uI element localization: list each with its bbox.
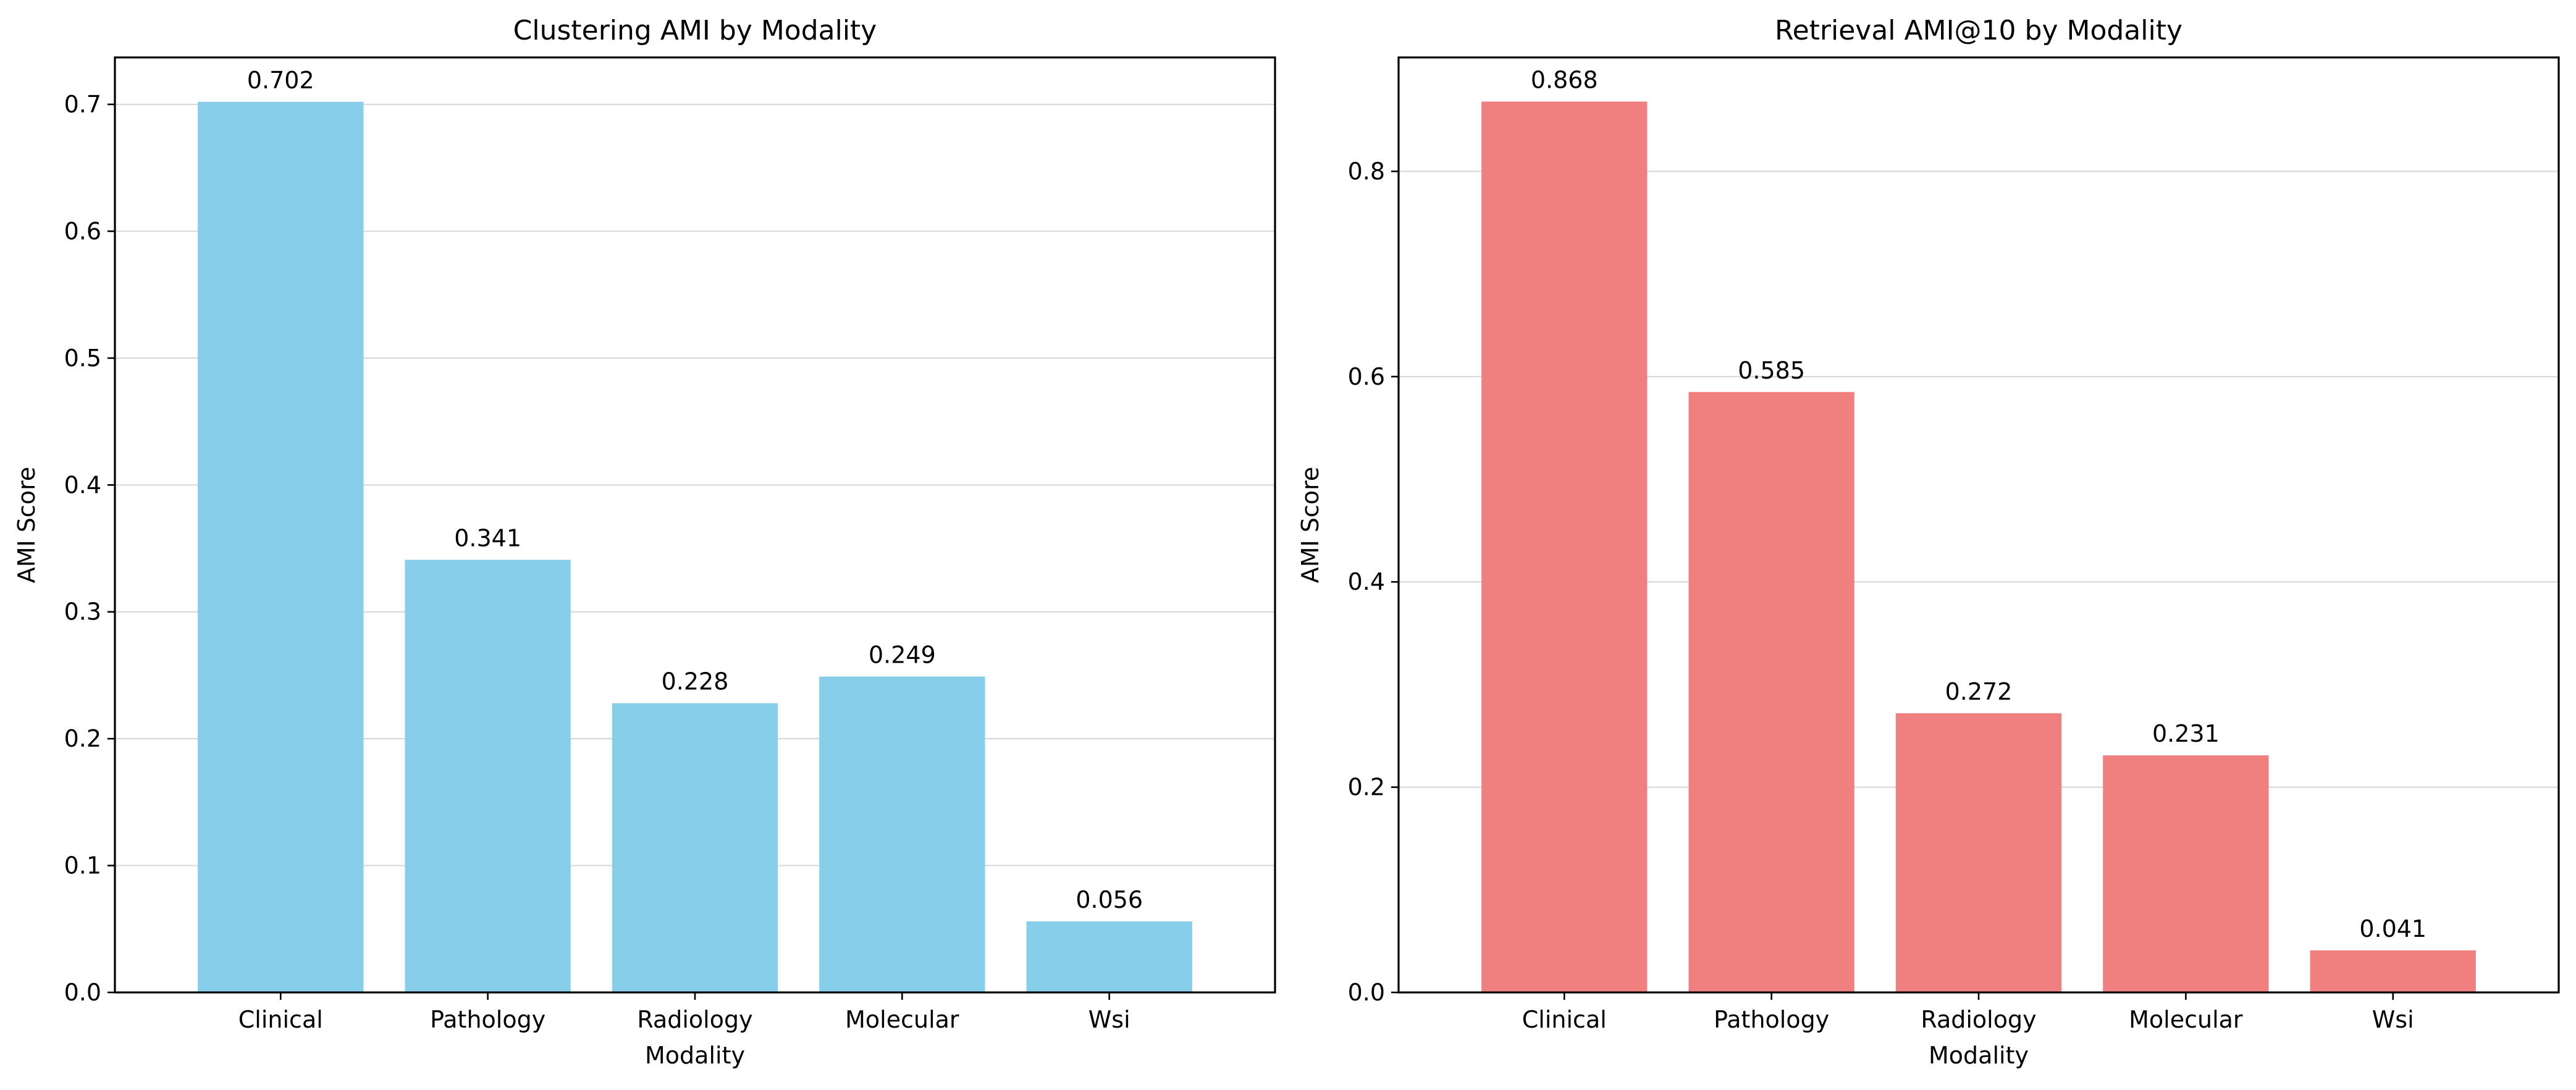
bar-value-labels: 0.868 0.585 0.272 0.231 0.041 (1531, 66, 2427, 942)
bar-wsi (1026, 921, 1192, 992)
bar-clinical (198, 101, 364, 992)
x-tick-label: Radiology (637, 1006, 752, 1033)
bar-value-label: 0.272 (1945, 678, 2013, 705)
bar-value-label: 0.056 (1075, 886, 1143, 913)
x-axis-ticks: Clinical Pathology Radiology Molecular Wsi (1522, 992, 2414, 1033)
bar-pathology (1688, 392, 1854, 992)
y-tick-label: 0.0 (64, 979, 101, 1006)
x-tick-label: Clinical (238, 1006, 323, 1033)
bar-value-label: 0.041 (2359, 915, 2427, 942)
bar-value-label: 0.228 (662, 668, 729, 695)
x-axis-label: Modality (645, 1042, 745, 1069)
bar-radiology (612, 703, 778, 992)
bar-value-label: 0.231 (2152, 720, 2220, 747)
bar-value-label: 0.249 (869, 641, 936, 668)
clustering-ami-chart: 0.0 0.1 0.2 0.3 0.4 0.5 0.6 0.7 Clinical Patholo… (13, 15, 1276, 1069)
bar-clinical (1481, 101, 1648, 992)
y-tick-label: 0.2 (1348, 774, 1385, 801)
y-tick-label: 0.0 (1348, 979, 1385, 1006)
x-tick-label: Clinical (1522, 1006, 1607, 1033)
bar-value-labels: 0.702 0.341 0.228 0.249 0.056 (247, 67, 1143, 913)
x-tick-label: Pathology (1714, 1006, 1829, 1033)
x-tick-label: Wsi (2372, 1006, 2414, 1033)
x-tick-label: Molecular (845, 1006, 959, 1033)
y-tick-label: 0.5 (64, 345, 101, 372)
y-tick-label: 0.1 (64, 852, 101, 879)
y-tick-label: 0.4 (64, 471, 101, 498)
x-tick-label: Radiology (1921, 1006, 2036, 1033)
bar-wsi (2310, 950, 2476, 992)
y-axis-label: AMI Score (13, 467, 40, 584)
y-axis-ticks: 0.0 0.1 0.2 0.3 0.4 0.5 0.6 0.7 (64, 91, 115, 1006)
y-tick-label: 0.3 (64, 598, 101, 626)
x-tick-label: Wsi (1088, 1006, 1130, 1033)
bars (198, 101, 1192, 992)
bars (1481, 101, 2476, 992)
y-axis-ticks: 0.0 0.2 0.4 0.6 0.8 (1348, 157, 1399, 1006)
x-tick-label: Molecular (2129, 1006, 2243, 1033)
bar-value-label: 0.702 (247, 67, 314, 94)
chart-title: Clustering AMI by Modality (513, 15, 877, 46)
bar-value-label: 0.868 (1531, 66, 1598, 93)
bar-radiology (1895, 713, 2062, 992)
y-tick-label: 0.7 (64, 91, 101, 118)
chart-title: Retrieval AMI@10 by Modality (1775, 15, 2182, 46)
bar-value-label: 0.341 (454, 524, 521, 551)
bar-value-label: 0.585 (1738, 357, 1805, 384)
x-axis-ticks: Clinical Pathology Radiology Molecular Wsi (238, 992, 1130, 1033)
x-axis-label: Modality (1929, 1042, 2029, 1069)
retrieval-ami-chart: 0.0 0.2 0.4 0.6 0.8 Clinical Pathology Radiolo… (1297, 15, 2560, 1069)
x-tick-label: Pathology (430, 1006, 545, 1033)
bar-pathology (405, 560, 571, 992)
bar-molecular (2103, 755, 2269, 992)
bar-molecular (819, 676, 985, 992)
y-tick-label: 0.2 (64, 725, 101, 752)
y-axis-label: AMI Score (1297, 467, 1324, 584)
y-tick-label: 0.6 (64, 217, 101, 245)
y-tick-label: 0.8 (1348, 157, 1385, 185)
y-tick-label: 0.4 (1348, 568, 1385, 595)
y-tick-label: 0.6 (1348, 363, 1385, 390)
